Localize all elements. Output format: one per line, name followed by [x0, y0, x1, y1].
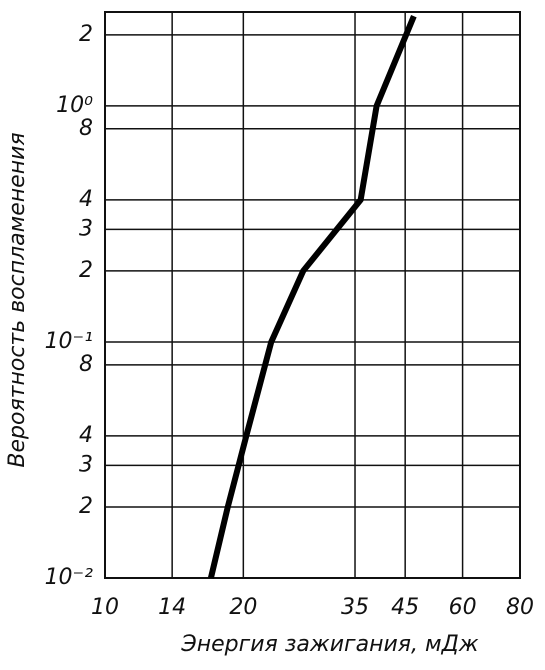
- y-tick-label: 2: [79, 494, 93, 519]
- x-tick-label: 10: [91, 595, 119, 620]
- y-tick-label: 4: [79, 423, 93, 448]
- x-tick-label: 45: [391, 595, 419, 620]
- x-tick-label: 35: [341, 595, 369, 620]
- y-tick-label: 3: [79, 452, 93, 477]
- y-tick-label: 10⁻¹: [45, 329, 93, 354]
- data-line: [207, 15, 417, 579]
- y-axis-title: Вероятность воспламенения: [5, 132, 30, 467]
- y-tick-label: 2: [79, 258, 93, 283]
- x-axis-title: Энергия зажигания, мДж: [180, 632, 478, 657]
- x-tick-label: 80: [506, 595, 534, 620]
- y-tick-label: 10⁰: [56, 93, 93, 118]
- plot-frame: [104, 11, 521, 579]
- x-tick-label: 20: [229, 595, 257, 620]
- y-tick-label: 3: [79, 216, 93, 241]
- y-tick-label: 4: [79, 187, 93, 212]
- x-tick-label: 14: [158, 595, 186, 620]
- y-tick-label: 8: [79, 116, 93, 141]
- y-tick-label: 2: [79, 22, 93, 47]
- x-tick-label: 60: [449, 595, 477, 620]
- y-tick-label: 8: [79, 352, 93, 377]
- y-tick-label: 10⁻²: [45, 565, 94, 590]
